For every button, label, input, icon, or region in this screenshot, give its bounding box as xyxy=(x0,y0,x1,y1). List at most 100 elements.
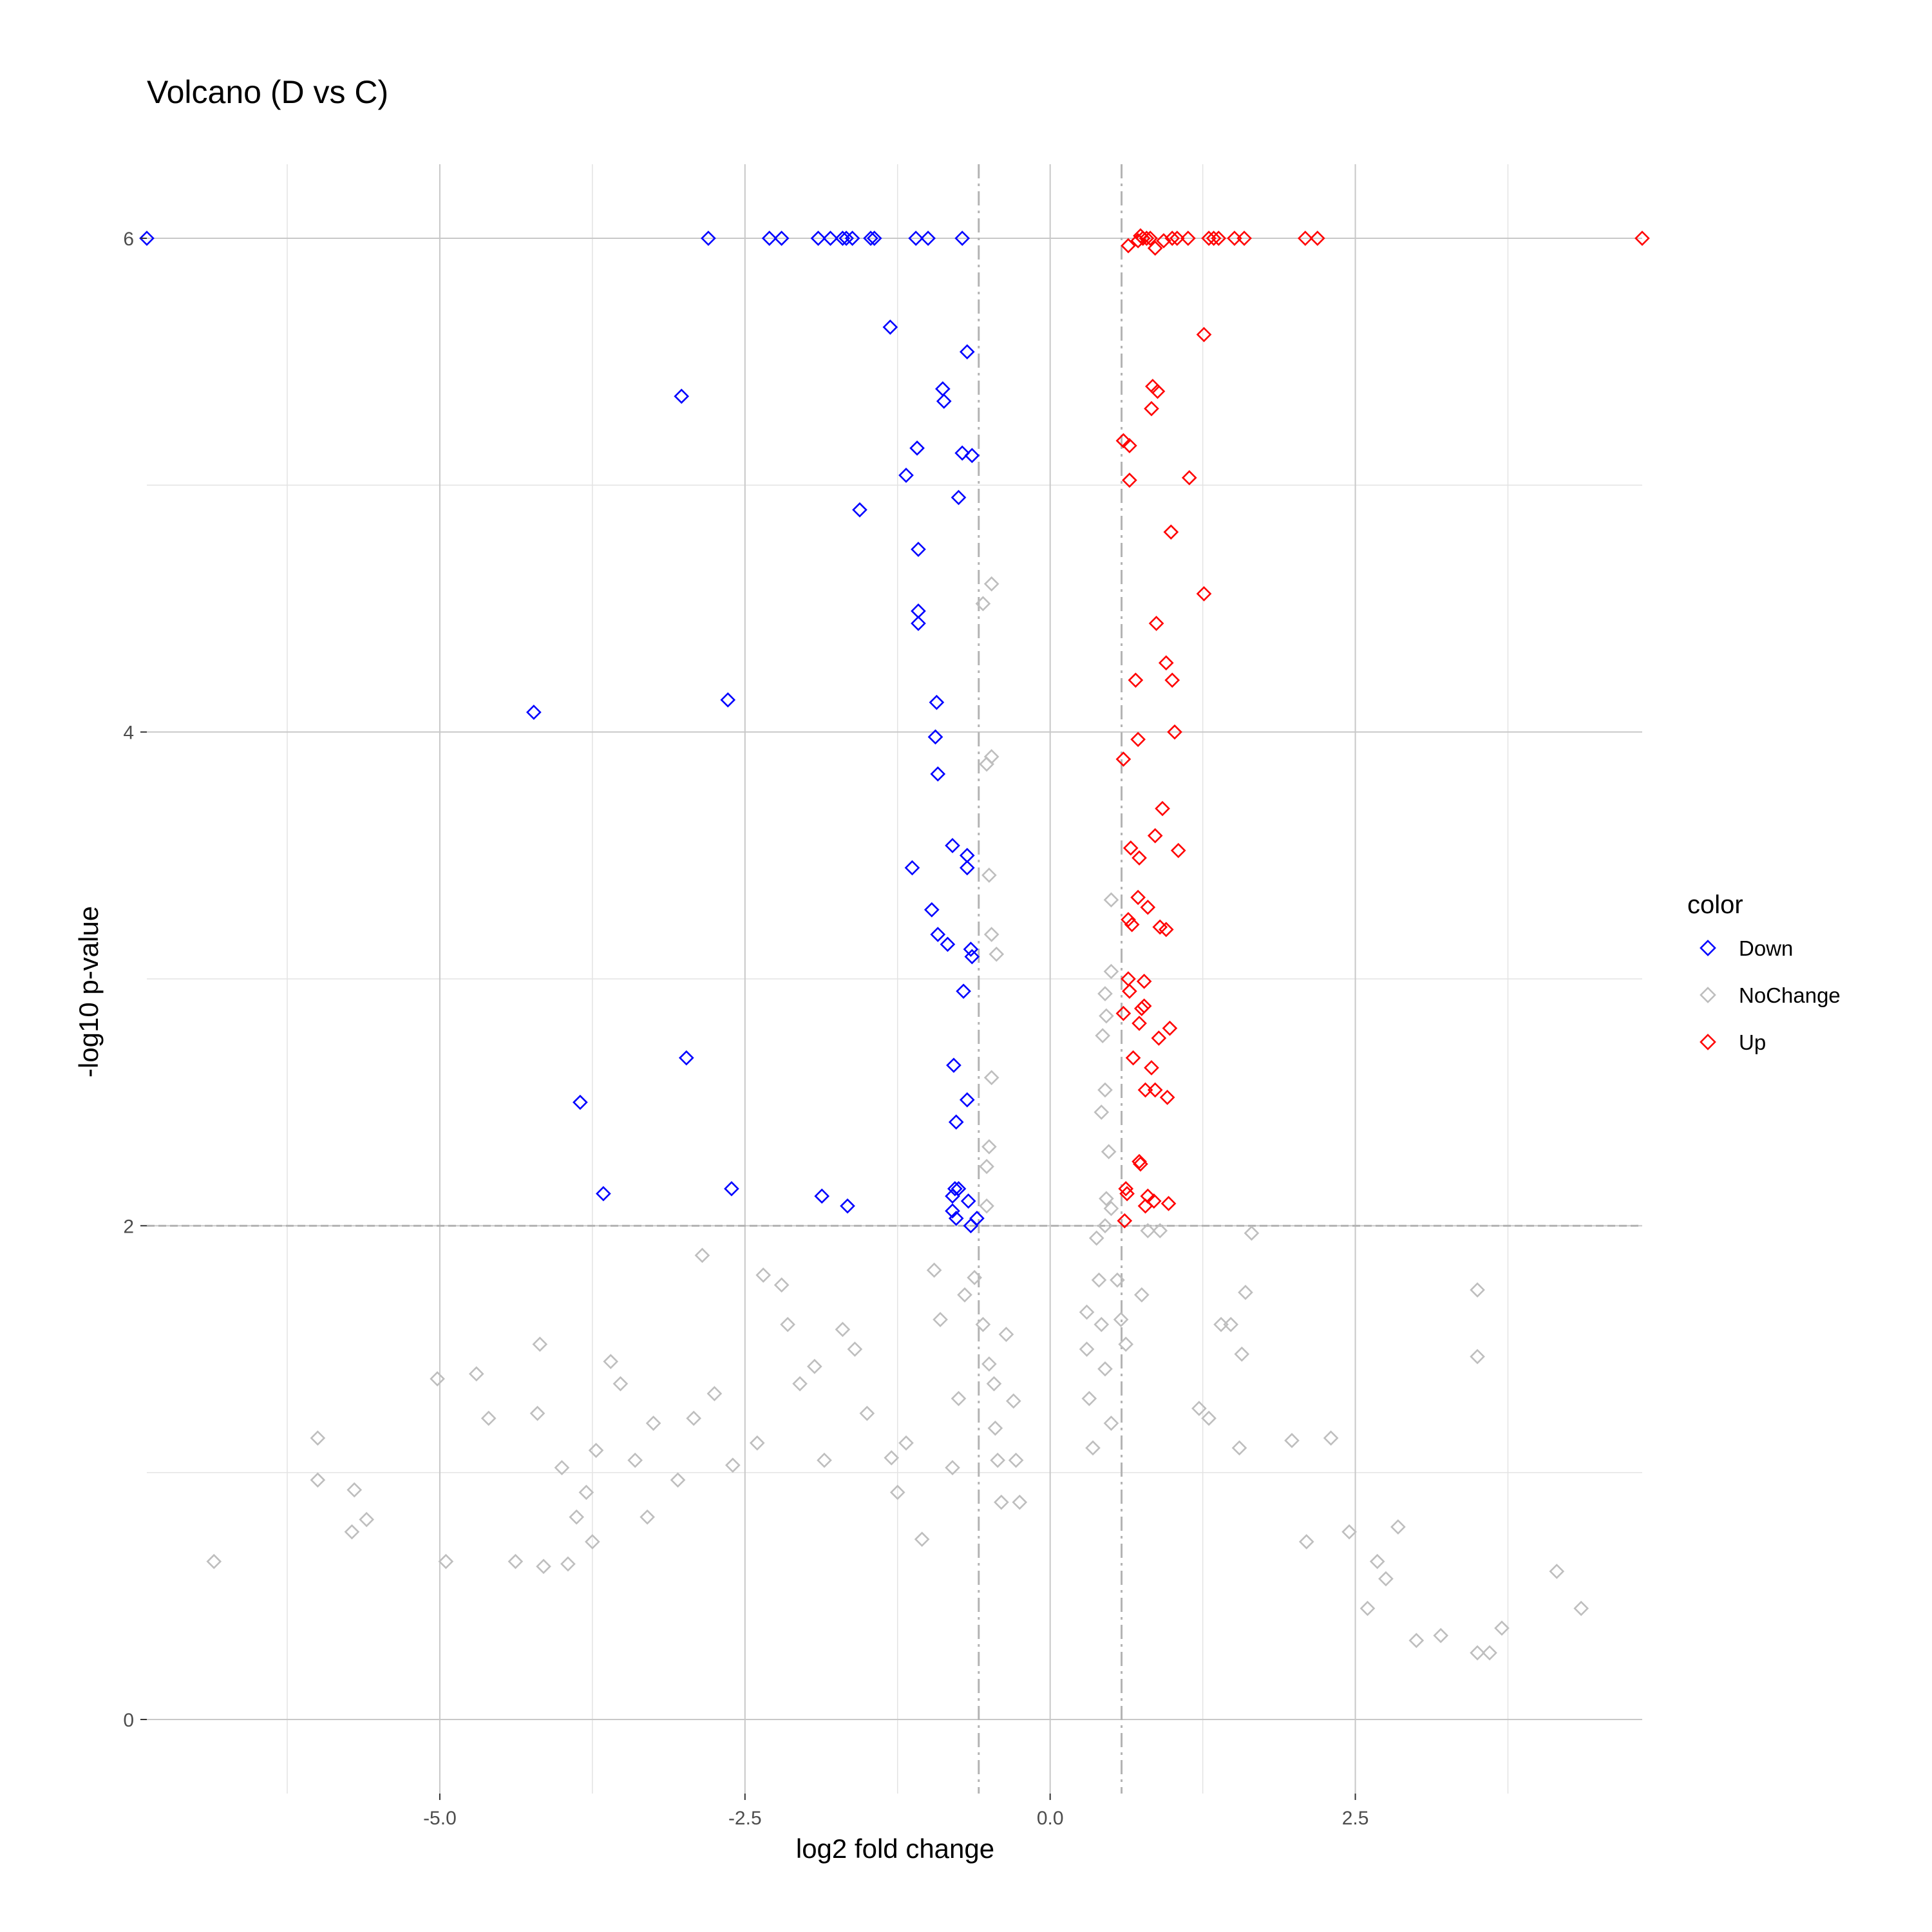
point-down xyxy=(959,848,975,864)
point-nochange xyxy=(645,1416,661,1431)
data-points xyxy=(139,228,1650,1661)
point-down xyxy=(959,1092,975,1108)
point-nochange xyxy=(983,927,999,942)
point-up xyxy=(1125,1050,1141,1066)
point-up xyxy=(1147,828,1163,844)
point-up xyxy=(1121,912,1136,927)
point-nochange xyxy=(755,1267,772,1283)
point-up xyxy=(1130,889,1146,905)
point-nochange xyxy=(979,1198,994,1214)
point-nochange xyxy=(884,1450,900,1466)
point-down xyxy=(911,603,926,619)
point-up xyxy=(1158,655,1174,671)
point-nochange xyxy=(670,1472,686,1488)
point-nochange xyxy=(1323,1430,1339,1446)
point-nochange xyxy=(1494,1620,1510,1636)
y-tick-label: 0 xyxy=(123,1710,134,1731)
point-nochange xyxy=(1234,1346,1250,1362)
point-down xyxy=(720,692,736,708)
point-up xyxy=(1160,1195,1177,1211)
point-nochange xyxy=(569,1509,585,1525)
point-nochange xyxy=(889,1484,905,1501)
point-nochange xyxy=(817,1452,832,1468)
point-up xyxy=(1211,231,1227,246)
point-nochange xyxy=(585,1534,600,1549)
point-up xyxy=(1151,1030,1167,1046)
point-down xyxy=(964,448,980,464)
point-down xyxy=(947,1180,963,1197)
point-up xyxy=(1132,850,1147,866)
point-nochange xyxy=(1094,1104,1110,1120)
point-up xyxy=(1132,1153,1147,1170)
point-down xyxy=(963,942,979,957)
point-up xyxy=(1180,231,1196,246)
point-down xyxy=(911,542,926,557)
legend-title: color xyxy=(1687,891,1743,919)
point-nochange xyxy=(1110,1272,1125,1288)
point-nochange xyxy=(983,1070,999,1086)
point-down xyxy=(948,1210,964,1226)
point-up xyxy=(1164,231,1180,246)
point-nochange xyxy=(1134,1287,1150,1303)
point-nochange xyxy=(1573,1600,1589,1616)
point-up xyxy=(1196,586,1212,601)
point-down xyxy=(960,1193,976,1209)
point-nochange xyxy=(627,1452,643,1468)
point-down xyxy=(866,231,882,246)
point-nochange xyxy=(1095,1028,1111,1044)
point-up xyxy=(1156,232,1171,249)
point-down xyxy=(526,705,542,720)
point-nochange xyxy=(1378,1571,1394,1587)
axes: -5.0 -2.5 0.0 2.5 0 2 4 6 xyxy=(123,229,1368,1829)
point-down xyxy=(923,902,940,918)
point-nochange xyxy=(975,596,991,612)
point-down xyxy=(678,1050,694,1066)
point-nochange xyxy=(1103,892,1119,908)
x-tick-label: 0.0 xyxy=(1037,1808,1064,1829)
point-nochange xyxy=(1223,1316,1239,1332)
point-down xyxy=(761,231,777,246)
point-up xyxy=(1167,724,1182,740)
point-nochange xyxy=(1103,963,1119,980)
point-down xyxy=(930,927,946,942)
point-nochange xyxy=(1244,1225,1260,1241)
point-nochange xyxy=(1008,1452,1024,1468)
point-up xyxy=(1150,383,1166,399)
x-axis-title: log2 fold change xyxy=(796,1833,994,1864)
point-nochange xyxy=(914,1531,930,1548)
point-nochange xyxy=(612,1376,629,1392)
point-up xyxy=(1122,438,1137,453)
point-nochange xyxy=(967,1269,982,1285)
point-down xyxy=(959,860,975,876)
point-down xyxy=(822,231,838,246)
point-nochange xyxy=(1549,1564,1565,1579)
point-up xyxy=(1236,231,1252,246)
point-nochange xyxy=(994,1494,1009,1510)
point-down xyxy=(936,393,952,409)
point-nochange xyxy=(1359,1600,1376,1616)
point-down xyxy=(956,983,971,999)
point-nochange xyxy=(780,1316,795,1332)
point-nochange xyxy=(1099,1008,1114,1024)
point-down xyxy=(951,489,967,506)
point-nochange xyxy=(1005,1393,1021,1409)
point-nochange xyxy=(1097,1218,1113,1234)
point-nochange xyxy=(981,867,997,883)
point-down xyxy=(852,502,867,518)
point-up xyxy=(1117,1213,1133,1229)
point-up xyxy=(1128,672,1144,688)
legend-key-down xyxy=(1700,940,1716,956)
point-nochange xyxy=(986,1376,1002,1392)
point-down xyxy=(810,231,826,246)
point-up xyxy=(1152,919,1168,935)
point-nochange xyxy=(981,1356,997,1372)
point-up xyxy=(1155,800,1170,817)
point-down xyxy=(946,1057,961,1074)
point-down xyxy=(927,729,943,745)
point-nochange xyxy=(1097,986,1113,1001)
x-tick-label: -5.0 xyxy=(423,1808,457,1829)
point-nochange xyxy=(1152,1223,1168,1238)
legend: color Down NoChange Up xyxy=(1687,891,1841,1054)
point-up xyxy=(1169,231,1185,246)
